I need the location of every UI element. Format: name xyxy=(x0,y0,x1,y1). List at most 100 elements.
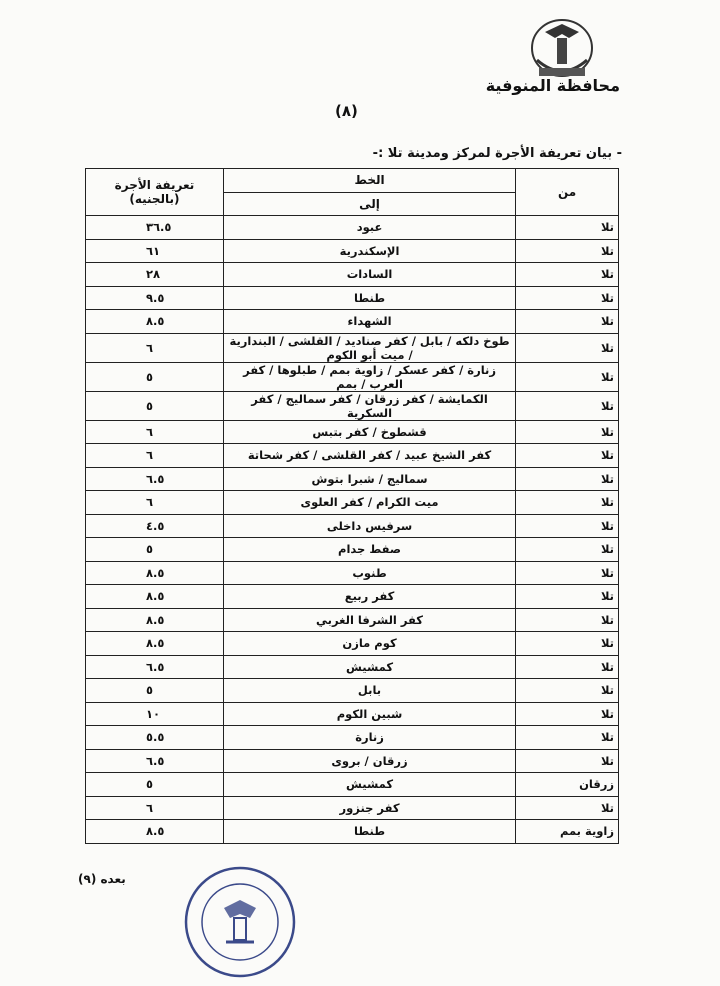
cell-to: قشطوخ / كفر بتبس xyxy=(222,419,517,444)
statement: - بيان تعريفة الأجرة لمركز ومدينة تلا :- xyxy=(372,146,622,161)
table-row: تلا كمشيش ٦.٥ xyxy=(85,654,619,679)
cell-to: شبين الكوم xyxy=(222,701,517,726)
cell-to: سماليج / شبرا بتوش xyxy=(222,466,517,491)
cell-to: طنطا xyxy=(222,285,517,310)
table-row: تلا ميت الكرام / كفر العلوى ٦ xyxy=(85,490,619,515)
cell-from: تلا xyxy=(515,725,619,750)
cell-from: تلا xyxy=(515,309,619,334)
cell-fare: ٤.٥ xyxy=(85,513,224,538)
table-row: تلا شبين الكوم ١٠ xyxy=(85,701,619,726)
cell-from: تلا xyxy=(515,390,619,421)
cell-to: كفر جنزور xyxy=(222,795,517,820)
table-row: تلا قشطوخ / كفر بتبس ٦ xyxy=(85,419,619,444)
continued: بعده (٩) xyxy=(78,872,126,886)
cell-to: السادات xyxy=(222,262,517,287)
cell-from: تلا xyxy=(515,361,619,392)
cell-to: طوخ دلكه / بابل / كفر صناديد / القلشى / … xyxy=(222,332,517,363)
cell-fare: ٦ xyxy=(85,795,224,820)
cell-to: زنارة / كفر عسكر / زاوية بمم / طبلوها / … xyxy=(222,361,517,392)
cell-from: زاوية بمم xyxy=(515,819,619,844)
table-row: تلا سماليج / شبرا بتوش ٦.٥ xyxy=(85,466,619,491)
table-row: تلا زنارة / كفر عسكر / زاوية بمم / طبلوها… xyxy=(85,361,619,392)
cell-fare: ٨.٥ xyxy=(85,309,224,334)
cell-from: تلا xyxy=(515,631,619,656)
cell-to: كفر ربيع xyxy=(222,584,517,609)
table-row: تلا كوم مازن ٨.٥ xyxy=(85,631,619,656)
cell-fare: ٨.٥ xyxy=(85,560,224,585)
cell-fare: ٨.٥ xyxy=(85,819,224,844)
table-row: تلا زنارة ٥.٥ xyxy=(85,725,619,750)
emblem xyxy=(531,19,593,77)
table-row: تلا كفر الشرفا الغربي ٨.٥ xyxy=(85,607,619,632)
cell-from: تلا xyxy=(515,795,619,820)
cell-to: الإسكندرية xyxy=(222,238,517,263)
table-row: تلا السادات ٢٨ xyxy=(85,262,619,287)
cell-from: تلا xyxy=(515,419,619,444)
cell-fare: ٨.٥ xyxy=(85,607,224,632)
table-row: تلا بابل ٥ xyxy=(85,678,619,703)
cell-to: كفر الشيخ عبيد / كفر القلشى / كفر شحاتة xyxy=(222,443,517,468)
table-row: تلا طنوب ٨.٥ xyxy=(85,560,619,585)
cell-fare: ٨.٥ xyxy=(85,631,224,656)
cell-to: كفر الشرفا الغربي xyxy=(222,607,517,632)
cell-fare: ٦.٥ xyxy=(85,748,224,773)
cell-from: تلا xyxy=(515,607,619,632)
cell-fare: ٥ xyxy=(85,537,224,562)
cell-fare: ٦ xyxy=(85,332,224,363)
fare-table: من الخط تعريفة الأجرة (بالجنيه) إلى تلا ع… xyxy=(85,168,619,844)
cell-fare: ٦ xyxy=(85,443,224,468)
col-fare: تعريفة الأجرة (بالجنيه) xyxy=(85,168,224,216)
table-row: تلا عبود ٣٦.٥ xyxy=(85,215,619,240)
cell-from: زرقان xyxy=(515,772,619,797)
cell-fare: ٣٦.٥ xyxy=(85,215,224,240)
cell-from: تلا xyxy=(515,701,619,726)
table-row: تلا كفر ربيع ٨.٥ xyxy=(85,584,619,609)
col-from: من xyxy=(515,168,619,216)
cell-from: تلا xyxy=(515,466,619,491)
table-body: تلا عبود ٣٦.٥ تلا الإسكندرية ٦١ تلا السادات ٢٨ تل… xyxy=(85,215,619,844)
table-row: تلا الشهداء ٨.٥ xyxy=(85,309,619,334)
cell-fare: ٥ xyxy=(85,361,224,392)
col-to: إلى xyxy=(222,191,517,216)
cell-fare: ٦.٥ xyxy=(85,466,224,491)
table-row: زرقان كمشيش ٥ xyxy=(85,772,619,797)
cell-from: تلا xyxy=(515,748,619,773)
cell-from: تلا xyxy=(515,654,619,679)
cell-to: عبود xyxy=(222,215,517,240)
stamp xyxy=(184,866,296,978)
table-row: تلا سرفيس داخلى ٤.٥ xyxy=(85,513,619,538)
cell-from: تلا xyxy=(515,238,619,263)
cell-to: طنطا xyxy=(222,819,517,844)
cell-from: تلا xyxy=(515,537,619,562)
table-row: تلا الكمايشة / كفر زرقان / كفر سماليج / ك… xyxy=(85,390,619,421)
cell-fare: ٩.٥ xyxy=(85,285,224,310)
cell-fare: ٥.٥ xyxy=(85,725,224,750)
cell-fare: ٦ xyxy=(85,419,224,444)
cell-from: تلا xyxy=(515,513,619,538)
cell-fare: ١٠ xyxy=(85,701,224,726)
cell-from: تلا xyxy=(515,678,619,703)
cell-from: تلا xyxy=(515,285,619,310)
table-row: تلا طنطا ٩.٥ xyxy=(85,285,619,310)
cell-to: زنارة xyxy=(222,725,517,750)
cell-fare: ٥ xyxy=(85,678,224,703)
cell-to: سرفيس داخلى xyxy=(222,513,517,538)
cell-fare: ٦.٥ xyxy=(85,654,224,679)
table-row: تلا الإسكندرية ٦١ xyxy=(85,238,619,263)
table-row: تلا كفر جنزور ٦ xyxy=(85,795,619,820)
page-number: (٨) xyxy=(335,102,358,120)
cell-to: صفط جدام xyxy=(222,537,517,562)
cell-from: تلا xyxy=(515,490,619,515)
cell-to: الكمايشة / كفر زرقان / كفر سماليج / كفر … xyxy=(222,390,517,421)
cell-fare: ٦١ xyxy=(85,238,224,263)
cell-to: كوم مازن xyxy=(222,631,517,656)
cell-fare: ٨.٥ xyxy=(85,584,224,609)
cell-to: طنوب xyxy=(222,560,517,585)
cell-from: تلا xyxy=(515,215,619,240)
cell-fare: ٥ xyxy=(85,772,224,797)
table-row: تلا صفط جدام ٥ xyxy=(85,537,619,562)
cell-from: تلا xyxy=(515,584,619,609)
col-line: الخط xyxy=(222,168,517,193)
cell-from: تلا xyxy=(515,262,619,287)
